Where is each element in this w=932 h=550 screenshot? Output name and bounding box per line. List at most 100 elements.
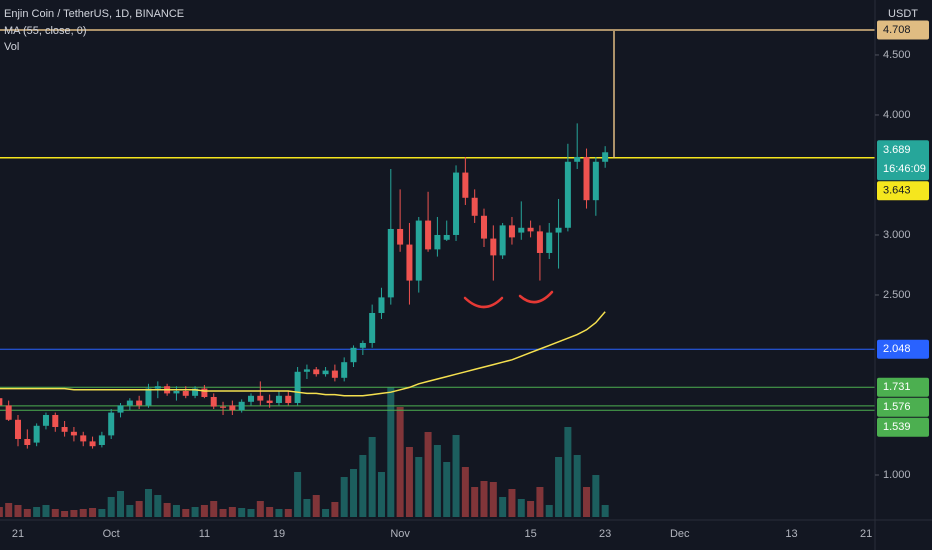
candle-body: [0, 398, 3, 406]
candle-body: [229, 405, 236, 411]
candle-body: [434, 234, 441, 250]
candle-body: [369, 312, 376, 343]
level-label-box: [877, 377, 929, 397]
volume-bar: [70, 510, 78, 517]
candle-body: [453, 172, 460, 235]
y-tick-label: 1.000: [883, 469, 911, 481]
volume-bar: [564, 427, 572, 517]
candle-body: [555, 227, 562, 233]
volume-bar: [89, 508, 97, 517]
volume-bar: [5, 503, 13, 517]
x-tick-label: 11: [199, 528, 210, 540]
candle-body: [303, 369, 310, 372]
ma-line: [0, 311, 606, 397]
x-tick-label: 13: [785, 528, 797, 540]
volume-bar: [387, 387, 395, 517]
candle-body: [145, 388, 152, 406]
volume-bar: [545, 505, 553, 517]
volume-bar: [154, 495, 162, 517]
volume-bar: [508, 489, 516, 517]
candle-body: [24, 438, 31, 445]
indicator-label: MA (55, close, 0): [4, 25, 87, 37]
candle-body: [425, 220, 432, 250]
volume-bar: [144, 489, 152, 517]
volume-bar: [322, 509, 330, 517]
volume-bar: [117, 491, 125, 517]
volume-bar: [312, 495, 320, 517]
candle-body: [331, 370, 338, 378]
candle-body: [52, 414, 59, 427]
x-tick-label: 23: [599, 528, 611, 540]
candle-body: [322, 370, 329, 375]
volume-bar: [517, 499, 525, 517]
candle-body: [574, 156, 581, 162]
volume-bar: [555, 457, 563, 517]
candle-body: [592, 161, 599, 201]
y-tick-label: 3.000: [883, 229, 911, 241]
candle-body: [192, 388, 199, 396]
volume-bar: [368, 437, 376, 517]
candle-body: [602, 152, 609, 162]
candle-body: [564, 161, 571, 228]
x-tick-label: Dec: [670, 528, 690, 540]
candle-body: [136, 400, 143, 406]
candle-body: [397, 228, 404, 245]
candle-body: [527, 227, 534, 232]
volume-bar: [191, 507, 199, 517]
candle-body: [126, 400, 133, 406]
volume-bar: [51, 509, 59, 517]
volume-bar: [583, 487, 591, 517]
currency-label[interactable]: USDT: [888, 8, 918, 20]
candles: [0, 123, 609, 449]
level-label: 3.643: [883, 185, 911, 197]
volume-bar: [98, 509, 106, 517]
volume-bar: [303, 499, 311, 517]
volume-bar: [182, 509, 190, 517]
candle-body: [173, 390, 180, 394]
candle-body: [70, 431, 77, 436]
volume-bar: [573, 455, 581, 517]
volume-bar: [433, 445, 441, 517]
candle-body: [546, 232, 553, 253]
volume-bar: [499, 497, 507, 517]
candle-body: [182, 390, 189, 396]
volume-bar: [219, 509, 227, 517]
candle-body: [238, 401, 245, 411]
candle-body: [406, 244, 413, 281]
volume-bar: [452, 435, 460, 517]
volume-bar: [247, 509, 255, 517]
candle-body: [89, 441, 96, 447]
candle-body: [210, 396, 217, 407]
candle-body: [378, 297, 385, 313]
x-tick-label: 21: [12, 528, 24, 540]
volume-bar: [210, 501, 218, 517]
countdown-label: 16:46:09: [883, 163, 926, 175]
candle-body: [220, 406, 227, 408]
last-price-box: [877, 140, 929, 181]
candle-body: [387, 228, 394, 298]
candle-body: [359, 342, 366, 348]
volume-bar: [359, 455, 367, 517]
volume-bar: [172, 505, 180, 517]
volume-bar: [79, 509, 87, 517]
drawing-stroke: [463, 296, 504, 309]
candle-body: [583, 156, 590, 201]
candle-body: [518, 227, 525, 233]
volume-bar: [527, 501, 535, 517]
volume-bar: [592, 475, 600, 517]
candle-body: [462, 172, 469, 198]
candle-body: [313, 369, 320, 375]
volume-bar: [461, 467, 469, 517]
candle-body: [42, 414, 49, 426]
candle-body: [341, 362, 348, 378]
candle-body: [5, 405, 12, 420]
volume-bar: [601, 505, 609, 517]
candle-body: [285, 395, 292, 403]
candle-body: [201, 388, 208, 397]
x-tick-label: 21: [860, 528, 872, 540]
volume-bar: [135, 501, 143, 517]
candle-body: [117, 405, 124, 413]
volume-bar: [163, 503, 171, 517]
volume-bar: [377, 472, 385, 517]
